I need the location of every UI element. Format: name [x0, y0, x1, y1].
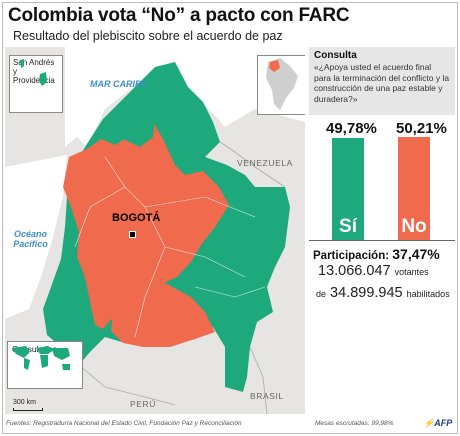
mesas-escrutadas: Mesas escrutadas: 99,98%	[315, 420, 394, 427]
san-andres-islands	[20, 59, 47, 86]
san-andres-inset: San Andrés y Providencia	[9, 55, 63, 113]
no-bar: No	[398, 137, 430, 240]
consulados-label: Consulados	[12, 344, 57, 354]
caribbean-sea-label: MAR CARIBE	[90, 79, 148, 89]
no-bar-label: No	[401, 216, 427, 237]
map-svg	[5, 47, 305, 414]
venezuela-label: VENEZUELA	[237, 158, 293, 168]
bar-baseline	[309, 240, 455, 241]
si-bar: Sí	[332, 138, 364, 240]
voters-count: 13.066.047 votantes	[318, 263, 429, 279]
capital-marker	[129, 231, 136, 238]
south-america-locator	[257, 55, 305, 115]
scale-label: 300 km	[13, 399, 36, 406]
san-andres-label: San Andrés y Providencia	[13, 58, 55, 85]
no-percent: 50,21%	[396, 120, 447, 137]
habilitados-value: 34.899.945	[330, 285, 403, 301]
si-bar-label: Sí	[339, 216, 357, 237]
afp-logo: ⚡AFP	[423, 418, 453, 428]
pacific-ocean	[5, 155, 67, 319]
colombia-no-central	[63, 117, 229, 329]
capital-label: BOGOTÁ	[112, 212, 161, 224]
world-map-consulados	[12, 346, 70, 370]
voters-value: 13.066.047	[318, 263, 391, 279]
pacific-ocean-label: Océano Pacífico	[13, 229, 48, 249]
afp-credit: AFP	[434, 418, 453, 428]
consulta-box: Consulta «¿Apoya usted el acuerdo final …	[309, 47, 455, 115]
page-subtitle: Resultado del plebiscito sobre el acuerd…	[13, 29, 283, 43]
voters-suffix: votantes	[394, 267, 429, 277]
locator-svg	[266, 58, 298, 110]
habilitados-suffix: habilitados	[406, 289, 450, 299]
si-percent: 49,78%	[326, 120, 377, 137]
results-panel: Consulta «¿Apoya usted el acuerdo final …	[309, 47, 455, 241]
page-title: Colombia vota “No” a pacto con FARC	[8, 5, 350, 26]
consulta-question: «¿Apoya usted el acuerdo final para la t…	[314, 62, 450, 104]
participation-label: Participación:	[313, 250, 390, 262]
participation: Participación: 37,47%	[313, 246, 440, 262]
consulados-inset: Consulados	[7, 341, 83, 389]
brasil-label: BRASIL	[250, 391, 284, 401]
participation-value: 37,47%	[392, 246, 440, 262]
consulta-heading: Consulta	[314, 50, 357, 61]
habilitados-prefix: de	[316, 289, 327, 299]
sources-footer: Fuentes: Registraduría Nacional del Esta…	[6, 420, 242, 427]
habilitados-count: de 34.899.945 habilitados	[316, 285, 450, 301]
colombia-map: San Andrés y Providencia MAR CARIBE Océa…	[5, 47, 305, 414]
scale-bar	[13, 408, 43, 411]
peru-label: PERÚ	[130, 399, 157, 409]
caribbean-sea	[65, 47, 305, 147]
colombia-no-north	[123, 107, 155, 147]
